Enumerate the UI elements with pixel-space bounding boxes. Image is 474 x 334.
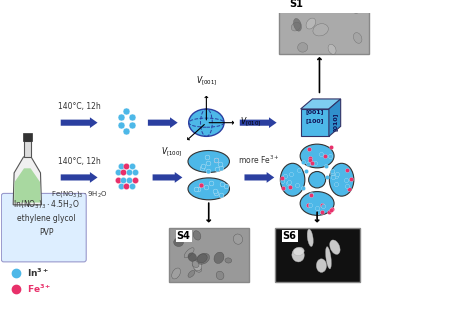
- Ellipse shape: [329, 163, 354, 196]
- Polygon shape: [14, 168, 40, 202]
- Circle shape: [309, 172, 326, 188]
- Text: $\mathregular{Fe(NO_3)_3 \cdot 9H_2O}$: $\mathregular{Fe(NO_3)_3 \cdot 9H_2O}$: [51, 189, 107, 199]
- Ellipse shape: [214, 252, 224, 264]
- Text: S4: S4: [177, 231, 191, 241]
- Ellipse shape: [293, 18, 301, 31]
- Ellipse shape: [291, 22, 301, 31]
- Polygon shape: [13, 157, 41, 205]
- Ellipse shape: [189, 109, 224, 136]
- Ellipse shape: [293, 247, 304, 256]
- Text: ethylene glycol: ethylene glycol: [17, 214, 75, 223]
- Ellipse shape: [233, 234, 243, 244]
- FancyBboxPatch shape: [23, 133, 32, 141]
- Ellipse shape: [192, 260, 202, 271]
- Text: PVP: PVP: [39, 228, 54, 237]
- Text: more $\mathregular{Fe^{3+}}$: more $\mathregular{Fe^{3+}}$: [238, 154, 280, 166]
- Ellipse shape: [193, 231, 201, 240]
- Ellipse shape: [173, 238, 183, 246]
- FancyBboxPatch shape: [279, 0, 369, 54]
- Ellipse shape: [316, 259, 327, 273]
- Ellipse shape: [280, 163, 305, 196]
- Text: [001]: [001]: [306, 109, 324, 114]
- Text: $V_{[010]}$: $V_{[010]}$: [240, 116, 262, 129]
- Ellipse shape: [196, 253, 210, 264]
- Text: S6: S6: [283, 231, 297, 241]
- Text: $V_{[100]}$: $V_{[100]}$: [161, 146, 182, 159]
- Ellipse shape: [330, 240, 340, 255]
- FancyBboxPatch shape: [169, 228, 249, 283]
- Ellipse shape: [354, 33, 362, 43]
- FancyBboxPatch shape: [24, 141, 31, 157]
- Ellipse shape: [192, 261, 199, 268]
- Ellipse shape: [216, 271, 224, 280]
- Ellipse shape: [188, 178, 229, 200]
- Ellipse shape: [353, 4, 362, 12]
- Ellipse shape: [298, 43, 308, 52]
- Ellipse shape: [300, 144, 334, 168]
- Ellipse shape: [225, 258, 232, 263]
- Text: $V_{[001]}$: $V_{[001]}$: [196, 75, 217, 89]
- Ellipse shape: [315, 2, 328, 11]
- Ellipse shape: [324, 0, 337, 6]
- Ellipse shape: [313, 24, 328, 36]
- Text: $\mathregular{In^{3+}}$: $\mathregular{In^{3+}}$: [27, 267, 49, 280]
- Ellipse shape: [188, 271, 195, 277]
- Ellipse shape: [307, 229, 313, 246]
- Ellipse shape: [328, 44, 336, 54]
- Polygon shape: [301, 109, 329, 136]
- Text: 140°C, 12h: 140°C, 12h: [58, 102, 100, 111]
- Ellipse shape: [194, 266, 201, 272]
- Ellipse shape: [292, 248, 304, 262]
- FancyBboxPatch shape: [275, 228, 359, 283]
- Ellipse shape: [326, 247, 331, 269]
- Text: $\mathregular{Fe^{3+}}$: $\mathregular{Fe^{3+}}$: [27, 283, 52, 296]
- Text: [010]: [010]: [333, 113, 337, 131]
- FancyBboxPatch shape: [1, 193, 86, 262]
- Ellipse shape: [353, 5, 362, 13]
- Ellipse shape: [306, 18, 316, 29]
- Polygon shape: [301, 99, 341, 109]
- Ellipse shape: [197, 254, 207, 263]
- Text: 140°C, 12h: 140°C, 12h: [58, 157, 100, 166]
- Ellipse shape: [309, 0, 322, 7]
- Ellipse shape: [172, 268, 181, 279]
- Text: S1: S1: [289, 0, 303, 9]
- Polygon shape: [329, 99, 341, 136]
- Ellipse shape: [188, 253, 197, 262]
- Ellipse shape: [188, 151, 229, 172]
- Text: $\mathregular{In(NO_3)_3 \cdot 4.5H_2O}$: $\mathregular{In(NO_3)_3 \cdot 4.5H_2O}$: [13, 199, 80, 211]
- Ellipse shape: [300, 192, 334, 215]
- Text: [100]: [100]: [306, 118, 324, 123]
- Ellipse shape: [184, 248, 194, 258]
